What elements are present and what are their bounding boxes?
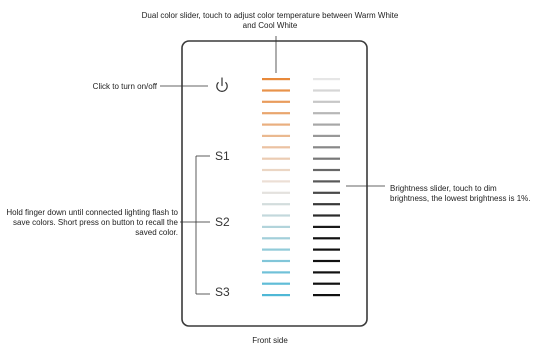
scene-bracket bbox=[180, 155, 210, 295]
front-side-caption: Front side bbox=[252, 336, 288, 345]
color-slider-segment[interactable] bbox=[262, 191, 290, 194]
brightness-slider-segment[interactable] bbox=[313, 89, 340, 92]
brightness-slider-segment[interactable] bbox=[313, 191, 340, 194]
brightness-slider-segment[interactable] bbox=[313, 271, 340, 274]
color-slider-segment[interactable] bbox=[262, 168, 290, 172]
brightness-slider-segment[interactable] bbox=[313, 248, 340, 251]
brightness-slider-segment[interactable] bbox=[313, 112, 340, 115]
scene-button-s1[interactable]: S1 bbox=[215, 149, 230, 163]
color-slider-segment[interactable] bbox=[262, 180, 290, 183]
brightness-slider[interactable] bbox=[313, 78, 340, 297]
power-icon[interactable] bbox=[216, 77, 228, 92]
brightness-slider-segment[interactable] bbox=[313, 157, 340, 160]
brightness-slider-segment[interactable] bbox=[313, 294, 340, 297]
color-slider-segment[interactable] bbox=[262, 203, 290, 206]
color-slider-segment[interactable] bbox=[262, 294, 290, 297]
scene-button-s3[interactable]: S3 bbox=[215, 285, 230, 299]
brightness-slider-segment[interactable] bbox=[313, 78, 340, 81]
brightness-slider-segment[interactable] bbox=[313, 100, 340, 103]
color-slider-segment[interactable] bbox=[262, 237, 290, 240]
color-slider-segment[interactable] bbox=[262, 78, 290, 81]
color-slider-caption: Dual color slider, touch to adjust color… bbox=[141, 11, 399, 30]
brightness-slider-segment[interactable] bbox=[313, 146, 340, 149]
color-slider-segment[interactable] bbox=[262, 89, 290, 92]
color-slider-segment[interactable] bbox=[262, 248, 290, 251]
brightness-slider-segment[interactable] bbox=[313, 180, 340, 183]
color-slider-segment[interactable] bbox=[262, 123, 290, 126]
color-slider-segment[interactable] bbox=[262, 134, 290, 137]
color-temperature-slider[interactable] bbox=[262, 78, 290, 297]
color-slider-segment[interactable] bbox=[262, 112, 290, 115]
brightness-slider-caption: Brightness slider, touch to dim brightne… bbox=[390, 184, 531, 203]
color-slider-segment[interactable] bbox=[262, 282, 290, 285]
brightness-slider-segment[interactable] bbox=[313, 237, 340, 240]
color-slider-segment[interactable] bbox=[262, 214, 290, 217]
power-caption: Click to turn on/off bbox=[92, 82, 157, 91]
color-slider-segment[interactable] bbox=[262, 271, 290, 274]
brightness-slider-segment[interactable] bbox=[313, 214, 340, 217]
color-slider-segment[interactable] bbox=[262, 100, 290, 103]
brightness-slider-segment[interactable] bbox=[313, 203, 340, 206]
brightness-slider-segment[interactable] bbox=[313, 282, 340, 285]
scene-save-caption: Hold finger down until connected lightin… bbox=[6, 208, 178, 237]
scene-button-s2[interactable]: S2 bbox=[215, 215, 230, 229]
color-slider-segment[interactable] bbox=[262, 225, 290, 228]
color-slider-segment[interactable] bbox=[262, 157, 290, 160]
brightness-slider-segment[interactable] bbox=[313, 123, 340, 126]
brightness-slider-segment[interactable] bbox=[313, 259, 340, 263]
brightness-slider-segment[interactable] bbox=[313, 225, 340, 228]
color-slider-segment[interactable] bbox=[262, 259, 290, 263]
brightness-slider-segment[interactable] bbox=[313, 134, 340, 137]
color-slider-segment[interactable] bbox=[262, 146, 290, 149]
brightness-slider-segment[interactable] bbox=[313, 168, 340, 172]
